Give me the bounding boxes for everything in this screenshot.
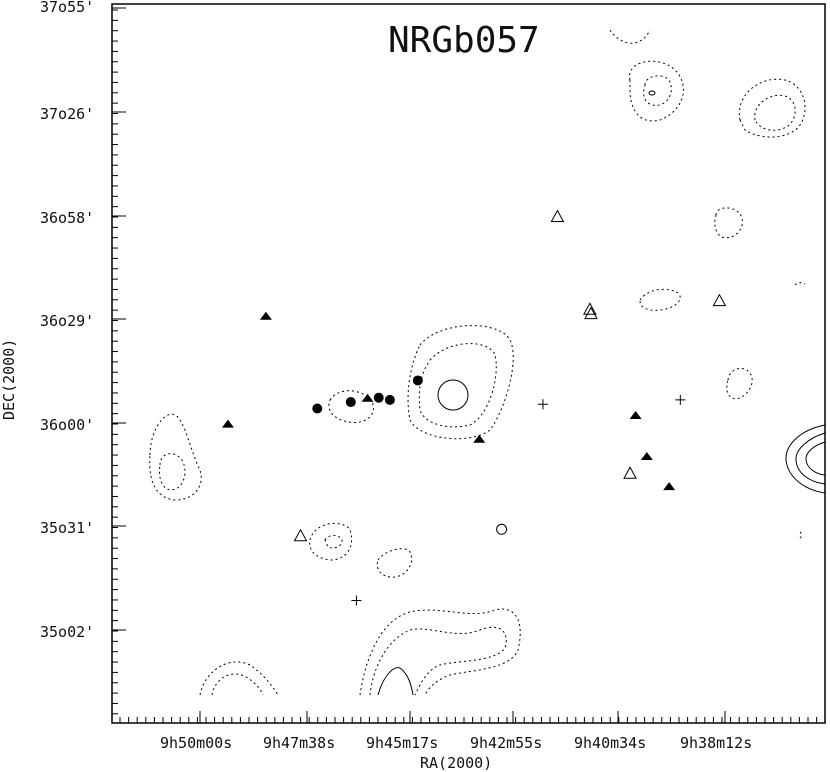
x-tick-label: 9h50m00s — [160, 734, 232, 752]
contour-line — [648, 90, 656, 96]
open-triangle-marker — [582, 302, 597, 315]
contour-line — [609, 29, 651, 44]
y-tick-label: 37o55' — [40, 0, 94, 16]
contour-line — [643, 75, 672, 106]
contour-line — [309, 522, 353, 561]
plot-frame — [111, 3, 826, 724]
x-tick-label: 9h47m38s — [263, 734, 335, 752]
contour-line — [369, 626, 507, 696]
plus-marker — [675, 394, 686, 405]
contour-line — [377, 667, 414, 696]
open-triangle-marker — [584, 306, 598, 320]
contour-line — [794, 282, 806, 286]
contour-line — [324, 535, 343, 549]
markers — [221, 209, 727, 606]
axis-ticks — [112, 7, 818, 723]
x-axis-title: RA(2000) — [420, 754, 492, 772]
x-tick-label: 9h42m55s — [470, 734, 542, 752]
y-tick-label: 36o58' — [40, 209, 94, 227]
x-tick-labels: 9h50m00s 9h47m38s 9h45m17s 9h42m55s 9h40… — [160, 734, 752, 752]
contour-line — [714, 207, 743, 239]
y-tick-label: 35o02' — [40, 623, 94, 641]
filled-circle-marker — [312, 403, 323, 414]
filled-circle-marker — [345, 397, 356, 408]
y-tick-label: 35o31' — [40, 519, 94, 537]
contours — [149, 29, 826, 696]
y-tick-labels: 37o55' 37o26' 36o58' 36o29' 36o00' 35o31… — [40, 0, 94, 641]
open-triangle-marker — [293, 528, 308, 542]
y-axis-title: DEC(2000) — [0, 339, 18, 420]
contour-line — [795, 432, 826, 485]
filled-circle-marker — [384, 394, 395, 405]
filled-triangle-marker — [663, 482, 676, 491]
contour-line — [418, 343, 497, 428]
contour-line — [149, 413, 202, 501]
filled-triangle-marker — [259, 311, 272, 320]
filled-triangle-marker — [221, 419, 234, 428]
chart-title: NRGb057 — [388, 20, 540, 61]
contour-line — [376, 548, 413, 578]
open-triangle-marker — [550, 209, 565, 223]
y-tick-label: 36o00' — [40, 416, 94, 434]
contour-line — [805, 441, 826, 476]
filled-triangle-marker — [640, 451, 653, 460]
filled-circle-marker — [412, 375, 423, 386]
x-tick-label: 9h45m17s — [366, 734, 438, 752]
open-triangle-marker — [712, 293, 727, 307]
plus-marker — [351, 595, 362, 606]
contour-line — [199, 661, 279, 696]
contour-line — [211, 673, 264, 696]
contour-line — [726, 368, 753, 400]
contour-line — [785, 424, 826, 494]
y-tick-label: 37o26' — [40, 105, 94, 123]
open-triangle-marker — [623, 466, 637, 479]
open-circle-marker — [496, 523, 508, 535]
x-tick-label: 9h40m34s — [574, 734, 646, 752]
filled-triangle-marker — [361, 393, 374, 402]
filled-triangle-marker — [473, 434, 486, 443]
contour-line — [437, 379, 469, 411]
contour-line — [328, 390, 374, 424]
contour-line — [754, 94, 796, 131]
y-tick-label: 36o29' — [40, 312, 94, 330]
filled-triangle-marker — [629, 410, 642, 419]
contour-line — [629, 60, 684, 122]
plus-marker — [537, 399, 548, 410]
contour-line — [359, 608, 521, 696]
contour-line — [639, 288, 681, 311]
filled-circle-marker — [373, 392, 384, 403]
x-tick-label: 9h38m12s — [680, 734, 752, 752]
contour-line — [159, 453, 186, 491]
contour-line — [799, 531, 802, 539]
